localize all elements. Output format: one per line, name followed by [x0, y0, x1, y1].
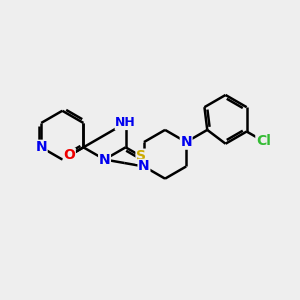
- Text: N: N: [99, 152, 110, 167]
- Text: O: O: [63, 148, 75, 163]
- Text: N: N: [180, 135, 192, 149]
- Text: Cl: Cl: [256, 134, 271, 148]
- Text: S: S: [136, 149, 146, 163]
- Text: NH: NH: [115, 116, 136, 130]
- Text: N: N: [138, 160, 150, 173]
- Text: N: N: [35, 140, 47, 154]
